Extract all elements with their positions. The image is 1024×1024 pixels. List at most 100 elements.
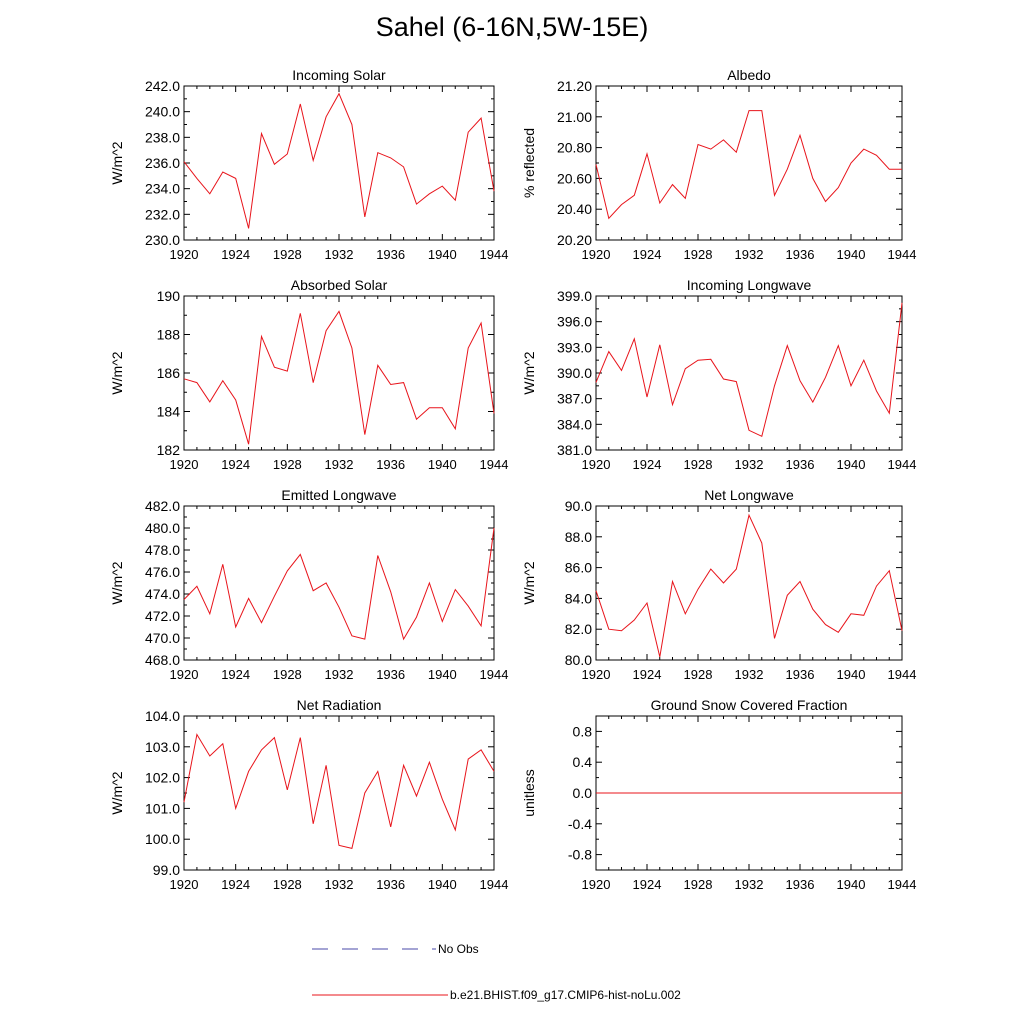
x-tick-label: 1924 <box>221 877 250 892</box>
y-tick-label: 478.0 <box>145 542 180 558</box>
x-tick-label: 1924 <box>221 457 250 472</box>
y-tick-label: 80.0 <box>565 652 592 668</box>
y-tick-label: 84.0 <box>565 590 592 606</box>
y-axis-label: unitless <box>521 769 537 816</box>
series-line <box>595 110 902 220</box>
chart-title: Net Radiation <box>297 697 382 713</box>
y-tick-label: 470.0 <box>145 630 180 646</box>
legend-solid-swatch <box>312 994 448 996</box>
x-tick-label: 1940 <box>428 667 457 682</box>
x-tick-label: 1944 <box>888 247 917 262</box>
x-tick-label: 1940 <box>428 877 457 892</box>
chart-panel-1: Incoming Solar W/m^2 1920 1924 1928 1932 1936 1… <box>109 67 508 262</box>
y-tick-label: 236.0 <box>145 155 180 171</box>
legend-no-obs: No Obs <box>312 941 479 957</box>
y-tick-label: -0.8 <box>568 847 592 863</box>
y-tick-label: 232.0 <box>145 206 180 222</box>
chart-panel-2: Albedo % reflected 1920 1924 1928 1932 1936 194… <box>521 67 916 262</box>
y-tick-label: 387.0 <box>557 391 592 407</box>
x-tick-label: 1936 <box>786 877 815 892</box>
chart-title: Emitted Longwave <box>281 487 396 503</box>
series-line <box>183 310 495 445</box>
y-axis-label: W/m^2 <box>109 771 125 814</box>
x-tick-label: 1940 <box>428 247 457 262</box>
chart-panel-4: Incoming Longwave W/m^2 1920 1924 1928 1932 19… <box>521 277 916 472</box>
plot-frame <box>183 85 495 241</box>
x-tick-label: 1944 <box>480 877 509 892</box>
y-tick-label: 99.0 <box>153 862 180 878</box>
x-tick-label: 1936 <box>376 877 405 892</box>
x-tick-label: 1940 <box>428 457 457 472</box>
y-tick-label: 184 <box>157 404 181 420</box>
y-tick-label: 476.0 <box>145 564 180 580</box>
x-tick-label: 1932 <box>735 667 764 682</box>
plot-frame <box>595 85 903 241</box>
chart-panel-7: Net Radiation W/m^2 1920 1924 1928 1932 1936 19… <box>109 697 508 892</box>
y-tick-label: 20.60 <box>557 170 592 186</box>
chart-title: Incoming Longwave <box>687 277 812 293</box>
legend-label-model: b.e21.BHIST.f09_g17.CMIP6-hist-noLu.002 <box>450 988 681 1002</box>
x-tick-label: 1928 <box>273 667 302 682</box>
x-tick-label: 1940 <box>837 877 866 892</box>
x-tick-label: 1932 <box>735 457 764 472</box>
x-tick-label: 1924 <box>633 667 662 682</box>
y-tick-label: 21.20 <box>557 78 592 94</box>
chart-panel-5: Emitted Longwave W/m^2 1920 1924 1928 1932 193… <box>109 487 508 682</box>
x-tick-label: 1932 <box>325 457 354 472</box>
chart-title: Incoming Solar <box>292 67 386 83</box>
y-tick-label: 234.0 <box>145 181 180 197</box>
x-tick-label: 1928 <box>273 877 302 892</box>
y-tick-label: 384.0 <box>557 416 592 432</box>
x-tick-label: 1944 <box>480 457 509 472</box>
x-tick-label: 1936 <box>376 457 405 472</box>
y-tick-label: 242.0 <box>145 78 180 94</box>
y-tick-label: 399.0 <box>557 288 592 304</box>
x-tick-label: 1928 <box>684 667 713 682</box>
x-tick-label: 1924 <box>633 457 662 472</box>
y-tick-label: 101.0 <box>145 800 180 816</box>
x-tick-label: 1936 <box>786 667 815 682</box>
y-axis-label: W/m^2 <box>109 351 125 394</box>
y-axis-label: % reflected <box>521 128 537 198</box>
chart-title: Absorbed Solar <box>291 277 388 293</box>
y-axis-label: W/m^2 <box>521 561 537 604</box>
chart-title: Net Longwave <box>704 487 794 503</box>
chart-panel-3: Absorbed Solar W/m^2 1920 1924 1928 1932 1936 1… <box>109 277 508 472</box>
x-tick-label: 1920 <box>170 667 199 682</box>
x-tick-label: 1920 <box>170 457 199 472</box>
y-tick-label: 20.40 <box>557 201 592 217</box>
y-tick-label: 188 <box>157 327 181 343</box>
plot-frame <box>595 505 903 661</box>
legend-model: b.e21.BHIST.f09_g17.CMIP6-hist-noLu.002 <box>312 987 681 1003</box>
y-tick-label: 381.0 <box>557 442 592 458</box>
series-line <box>595 302 903 438</box>
legend-label-no-obs: No Obs <box>438 942 479 956</box>
series-line <box>183 527 495 641</box>
x-tick-label: 1920 <box>582 877 611 892</box>
x-tick-label: 1924 <box>221 247 250 262</box>
page-title: Sahel (6-16N,5W-15E) <box>375 12 649 42</box>
x-tick-label: 1932 <box>325 247 354 262</box>
x-tick-label: 1940 <box>837 247 866 262</box>
x-tick-label: 1936 <box>786 457 815 472</box>
y-tick-label: 182 <box>157 442 181 458</box>
chart-title: Ground Snow Covered Fraction <box>651 697 848 713</box>
x-tick-label: 1940 <box>837 457 866 472</box>
x-tick-label: 1920 <box>582 247 611 262</box>
y-tick-label: 21.00 <box>557 109 592 125</box>
plot-frame <box>183 295 495 451</box>
y-tick-label: 186 <box>157 365 181 381</box>
y-tick-label: 20.20 <box>557 232 592 248</box>
x-tick-label: 1924 <box>633 247 662 262</box>
x-tick-label: 1932 <box>325 667 354 682</box>
y-tick-label: 472.0 <box>145 608 180 624</box>
y-tick-label: 86.0 <box>565 560 592 576</box>
x-tick-label: 1924 <box>633 877 662 892</box>
x-tick-label: 1944 <box>480 247 509 262</box>
x-tick-label: 1920 <box>170 877 199 892</box>
plot-frame <box>183 505 495 661</box>
x-tick-label: 1936 <box>786 247 815 262</box>
y-tick-label: 0.4 <box>573 754 593 770</box>
y-tick-label: 0.0 <box>573 785 593 801</box>
